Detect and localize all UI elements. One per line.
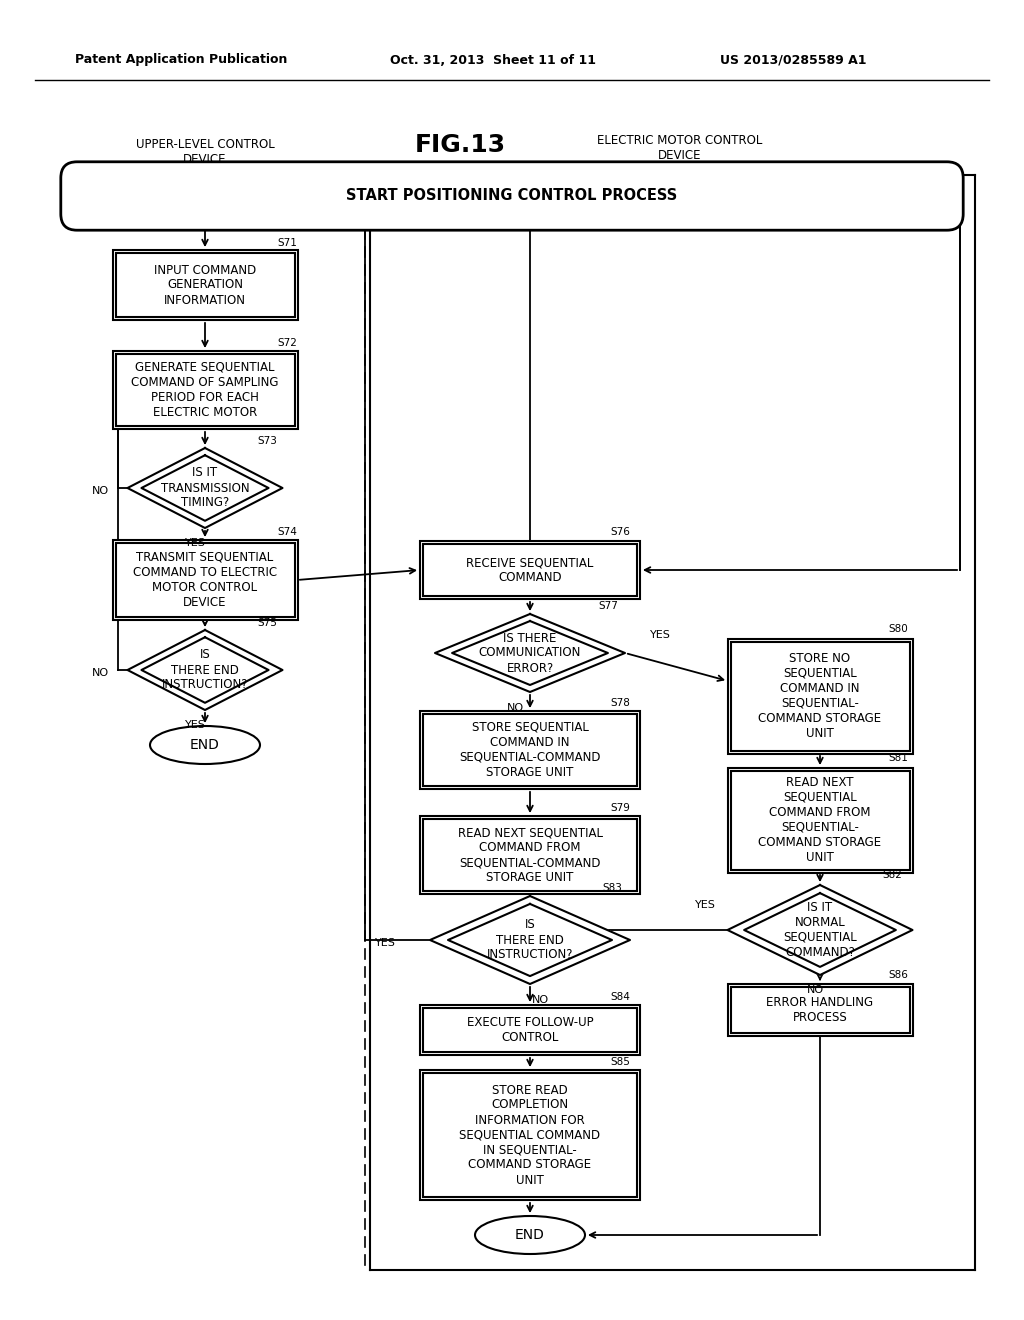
Text: S77: S77 — [598, 601, 617, 611]
Text: YES: YES — [375, 939, 395, 948]
FancyBboxPatch shape — [113, 540, 298, 620]
FancyBboxPatch shape — [60, 162, 964, 230]
Text: READ NEXT
SEQUENTIAL
COMMAND FROM
SEQUENTIAL-
COMMAND STORAGE
UNIT: READ NEXT SEQUENTIAL COMMAND FROM SEQUEN… — [759, 776, 882, 865]
FancyBboxPatch shape — [116, 354, 295, 426]
Text: TRANSMIT SEQUENTIAL
COMMAND TO ELECTRIC
MOTOR CONTROL
DEVICE: TRANSMIT SEQUENTIAL COMMAND TO ELECTRIC … — [133, 550, 278, 609]
FancyBboxPatch shape — [727, 983, 912, 1036]
Text: S78: S78 — [610, 698, 630, 708]
FancyBboxPatch shape — [730, 642, 909, 751]
Text: ERROR HANDLING
PROCESS: ERROR HANDLING PROCESS — [766, 997, 873, 1024]
Text: IS THERE
COMMUNICATION
ERROR?: IS THERE COMMUNICATION ERROR? — [479, 631, 582, 675]
Text: S73: S73 — [257, 436, 276, 446]
Text: S76: S76 — [610, 527, 630, 537]
Text: NO: NO — [91, 668, 109, 678]
Ellipse shape — [475, 1216, 585, 1254]
Text: S81: S81 — [888, 752, 908, 763]
Ellipse shape — [150, 726, 260, 764]
Text: YES: YES — [649, 630, 671, 640]
Polygon shape — [727, 884, 912, 975]
Text: Patent Application Publication: Patent Application Publication — [75, 54, 288, 66]
Text: S83: S83 — [602, 883, 622, 894]
Text: IS
THERE END
INSTRUCTION?: IS THERE END INSTRUCTION? — [486, 919, 573, 961]
Polygon shape — [430, 896, 630, 983]
Text: S85: S85 — [610, 1057, 630, 1067]
Text: READ NEXT SEQUENTIAL
COMMAND FROM
SEQUENTIAL-COMMAND
STORAGE UNIT: READ NEXT SEQUENTIAL COMMAND FROM SEQUEN… — [458, 826, 602, 884]
Text: NO: NO — [531, 995, 549, 1005]
Text: IS IT
NORMAL
SEQUENTIAL
COMMAND?: IS IT NORMAL SEQUENTIAL COMMAND? — [783, 902, 857, 960]
FancyBboxPatch shape — [423, 1008, 637, 1052]
FancyBboxPatch shape — [420, 1005, 640, 1055]
Text: S74: S74 — [278, 527, 297, 537]
FancyBboxPatch shape — [116, 253, 295, 317]
Text: INPUT COMMAND
GENERATION
INFORMATION: INPUT COMMAND GENERATION INFORMATION — [154, 264, 256, 306]
Text: Oct. 31, 2013  Sheet 11 of 11: Oct. 31, 2013 Sheet 11 of 11 — [390, 54, 596, 66]
FancyBboxPatch shape — [423, 544, 637, 597]
FancyBboxPatch shape — [113, 249, 298, 319]
Text: S86: S86 — [888, 970, 908, 979]
Text: US 2013/0285589 A1: US 2013/0285589 A1 — [720, 54, 866, 66]
Text: YES: YES — [184, 719, 206, 730]
Text: S82: S82 — [882, 870, 902, 880]
Text: NO: NO — [507, 704, 523, 713]
FancyBboxPatch shape — [420, 1071, 640, 1200]
Text: FIG.13: FIG.13 — [415, 133, 506, 157]
Text: START POSITIONING CONTROL PROCESS: START POSITIONING CONTROL PROCESS — [346, 189, 678, 203]
Text: ELECTRIC MOTOR CONTROL
DEVICE: ELECTRIC MOTOR CONTROL DEVICE — [597, 135, 763, 162]
Text: IS
THERE END
INSTRUCTION?: IS THERE END INSTRUCTION? — [162, 648, 248, 692]
FancyBboxPatch shape — [113, 351, 298, 429]
Text: S72: S72 — [278, 338, 297, 348]
Text: UPPER-LEVEL CONTROL
DEVICE: UPPER-LEVEL CONTROL DEVICE — [135, 139, 274, 166]
FancyBboxPatch shape — [423, 714, 637, 785]
Text: S79: S79 — [610, 803, 630, 813]
Text: YES: YES — [184, 539, 206, 548]
Text: S71: S71 — [278, 238, 297, 248]
Text: YES: YES — [694, 900, 716, 909]
Text: STORE NO
SEQUENTIAL
COMMAND IN
SEQUENTIAL-
COMMAND STORAGE
UNIT: STORE NO SEQUENTIAL COMMAND IN SEQUENTIA… — [759, 652, 882, 741]
Text: NO: NO — [807, 985, 823, 995]
Text: STORE SEQUENTIAL
COMMAND IN
SEQUENTIAL-COMMAND
STORAGE UNIT: STORE SEQUENTIAL COMMAND IN SEQUENTIAL-C… — [459, 721, 601, 779]
Text: S84: S84 — [610, 993, 630, 1002]
FancyBboxPatch shape — [116, 543, 295, 616]
FancyBboxPatch shape — [727, 767, 912, 873]
Text: EXECUTE FOLLOW-UP
CONTROL: EXECUTE FOLLOW-UP CONTROL — [467, 1016, 593, 1044]
Polygon shape — [435, 614, 625, 692]
Polygon shape — [128, 630, 283, 710]
FancyBboxPatch shape — [727, 639, 912, 754]
Polygon shape — [128, 447, 283, 528]
FancyBboxPatch shape — [730, 987, 909, 1034]
FancyBboxPatch shape — [423, 1073, 637, 1197]
Text: S80: S80 — [888, 624, 907, 634]
Text: RECEIVE SEQUENTIAL
COMMAND: RECEIVE SEQUENTIAL COMMAND — [466, 556, 594, 583]
Text: IS IT
TRANSMISSION
TIMING?: IS IT TRANSMISSION TIMING? — [161, 466, 249, 510]
Text: END: END — [515, 1228, 545, 1242]
Text: S75: S75 — [257, 618, 276, 628]
Text: NO: NO — [91, 486, 109, 496]
FancyBboxPatch shape — [420, 711, 640, 789]
Text: END: END — [190, 738, 220, 752]
FancyBboxPatch shape — [730, 771, 909, 870]
FancyBboxPatch shape — [420, 816, 640, 894]
FancyBboxPatch shape — [423, 818, 637, 891]
Text: STORE READ
COMPLETION
INFORMATION FOR
SEQUENTIAL COMMAND
IN SEQUENTIAL-
COMMAND : STORE READ COMPLETION INFORMATION FOR SE… — [460, 1084, 600, 1187]
FancyBboxPatch shape — [420, 541, 640, 599]
Text: GENERATE SEQUENTIAL
COMMAND OF SAMPLING
PERIOD FOR EACH
ELECTRIC MOTOR: GENERATE SEQUENTIAL COMMAND OF SAMPLING … — [131, 360, 279, 418]
